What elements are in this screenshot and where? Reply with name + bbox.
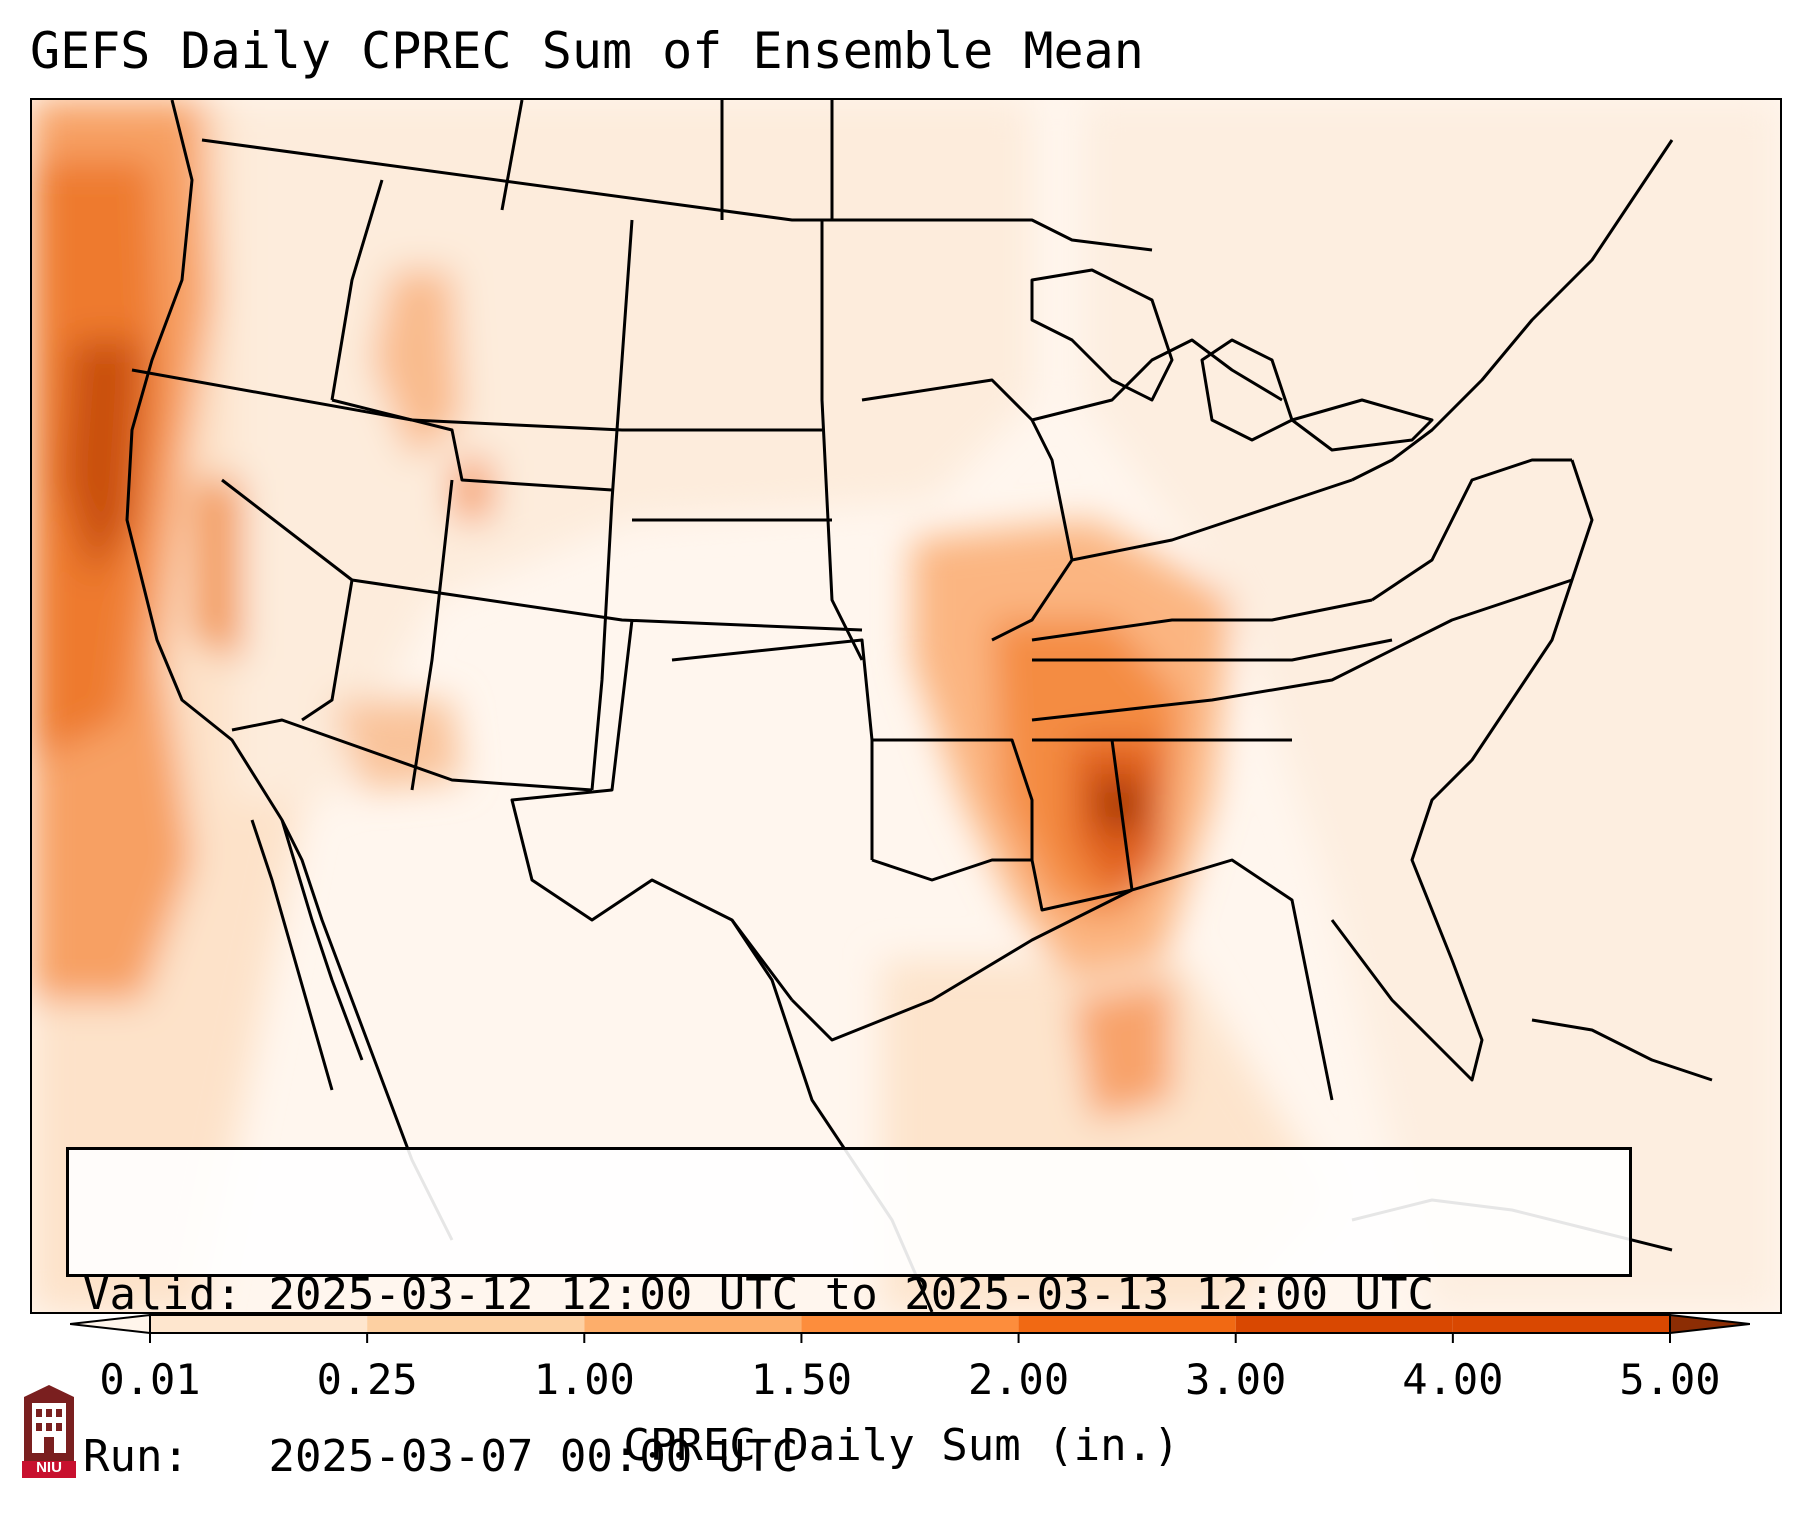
colorbar-tick-label: 5.00 — [1619, 1355, 1721, 1404]
colorbar-segment — [1018, 1315, 1236, 1333]
colorbar — [70, 1314, 1750, 1343]
colorbar-tick-label: 1.50 — [750, 1355, 852, 1404]
colorbar-tick-label: 3.00 — [1185, 1355, 1287, 1404]
colorbar-tick-label: 0.25 — [316, 1355, 418, 1404]
valid-line: Valid: 2025-03-12 12:00 UTC to 2025-03-1… — [83, 1268, 1615, 1322]
colorbar-low-extension — [70, 1314, 151, 1335]
colorbar-high-extension — [1669, 1314, 1750, 1335]
niu-logo: NIU — [20, 1383, 78, 1478]
colorbar-tick-label: 1.00 — [533, 1355, 635, 1404]
colorbar-tick-label: 2.00 — [967, 1355, 1070, 1404]
colorbar-segment — [1452, 1315, 1670, 1333]
colorbar-label: CPREC Daily Sum (in.) — [623, 1420, 1180, 1471]
map-title: GEFS Daily CPREC Sum of Ensemble Mean — [30, 22, 1144, 80]
colorbar-segment — [1235, 1315, 1453, 1333]
run-label: Run: — [83, 1431, 189, 1482]
colorbar-segment — [150, 1315, 368, 1333]
precipitation-map — [30, 98, 1782, 1314]
niu-logo-text: NIU — [36, 1459, 62, 1476]
valid-time-box: Valid: 2025-03-12 12:00 UTC to 2025-03-1… — [66, 1147, 1632, 1482]
valid-value: 2025-03-12 12:00 UTC to 2025-03-13 12:00… — [268, 1269, 1435, 1320]
precip-field — [32, 100, 1780, 1312]
colorbar-segment — [367, 1315, 585, 1333]
valid-label: Valid: — [83, 1269, 242, 1320]
colorbar-tick-label: 0.01 — [99, 1355, 201, 1404]
colorbar-tick-label: 4.00 — [1402, 1355, 1504, 1404]
colorbar-segment — [584, 1315, 802, 1333]
run-line: Run: 2025-03-07 00:00 UTC — [83, 1430, 1615, 1484]
run-value: 2025-03-07 00:00 UTC — [268, 1431, 799, 1482]
niu-shield-icon — [22, 1385, 76, 1478]
map-canvas — [32, 100, 1780, 1312]
boundary-lines — [125, 100, 1713, 1312]
colorbar-segment — [801, 1315, 1019, 1333]
